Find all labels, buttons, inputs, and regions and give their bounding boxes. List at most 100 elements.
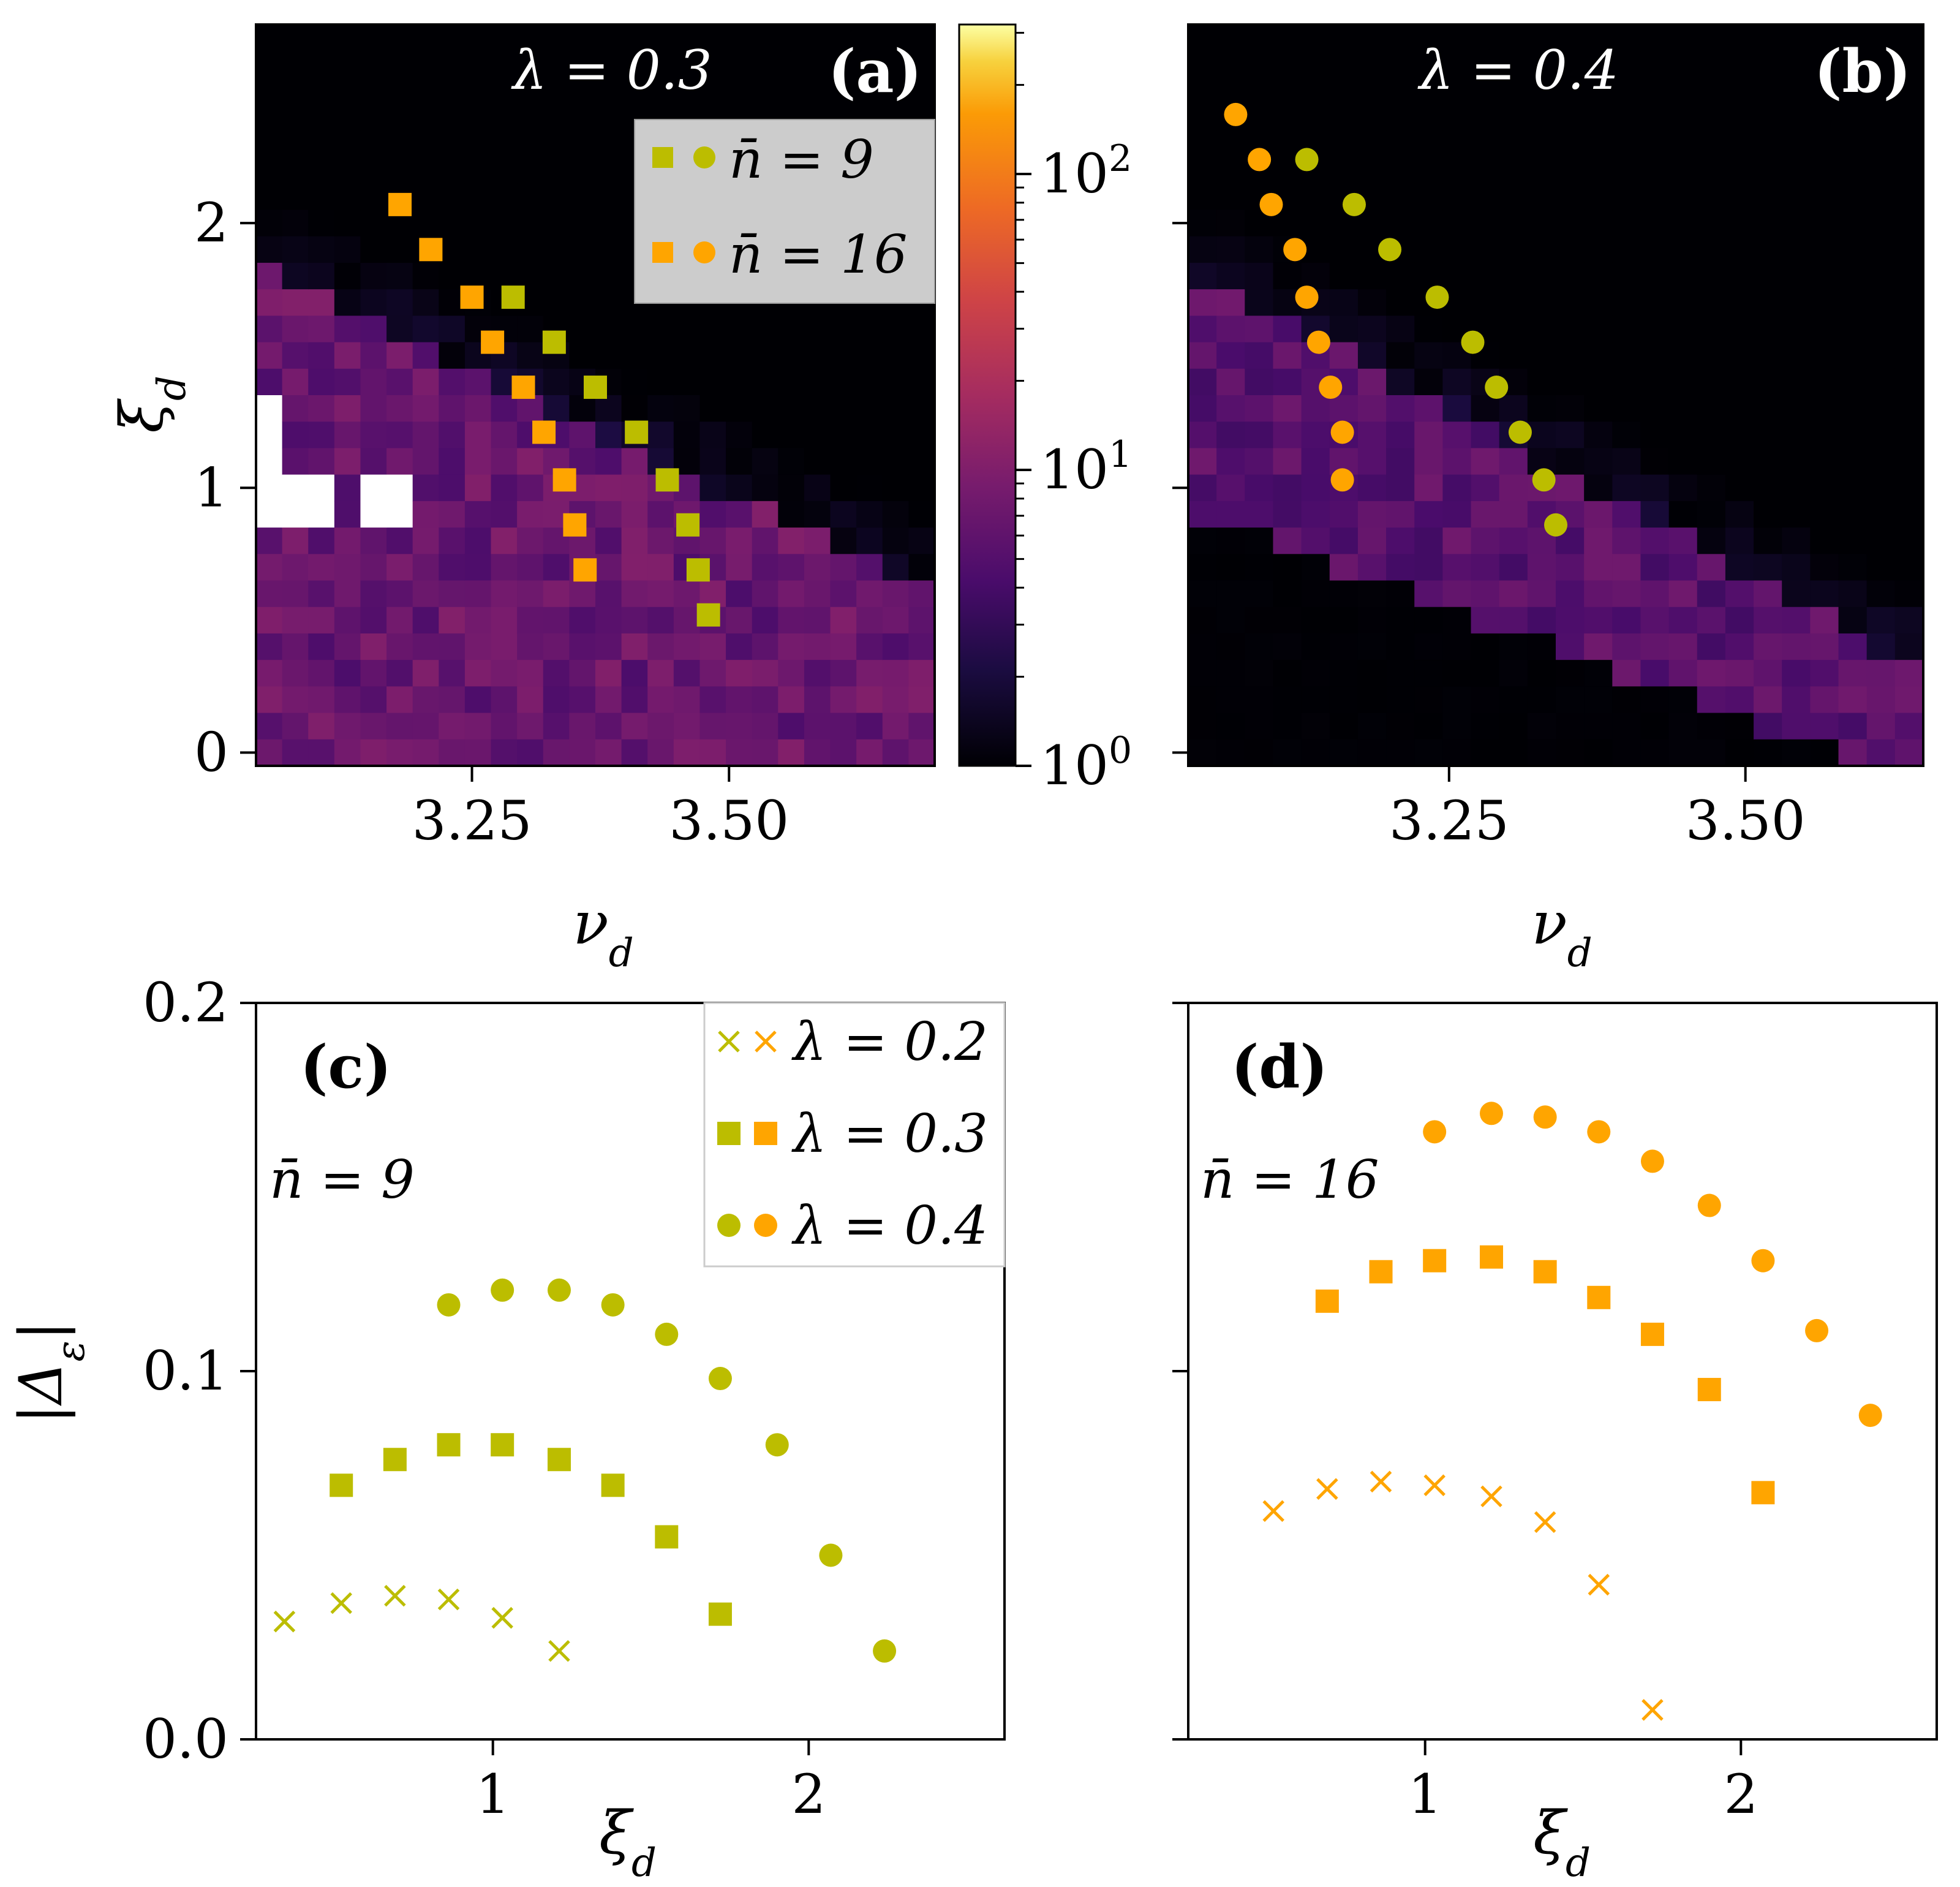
heatmap-cell <box>1866 262 1896 290</box>
heatmap-cell <box>386 130 413 157</box>
heatmap-cell <box>1471 77 1500 105</box>
heatmap-cell <box>1556 633 1585 660</box>
heatmap-cell <box>1471 25 1500 51</box>
heatmap-cell <box>1668 51 1698 78</box>
heatmap-cell <box>1640 713 1670 740</box>
colorbar-tick-label: 100 <box>1040 729 1132 797</box>
heatmap-cell <box>1754 236 1782 263</box>
heatmap-cell <box>439 236 466 263</box>
data-point-x-stroke-2 <box>437 1588 460 1611</box>
heatmap-cell <box>1725 210 1754 237</box>
heatmap-cell <box>804 713 831 740</box>
heatmap-cell <box>1612 422 1642 449</box>
heatmap-cell <box>308 660 335 687</box>
heatmap-cell <box>1838 316 1868 343</box>
data-point-circle <box>1587 1120 1611 1144</box>
heatmap-cell <box>1386 501 1415 528</box>
heatmap-cell <box>1725 130 1754 157</box>
heatmap-cell <box>256 130 283 157</box>
heatmap-cell <box>1584 262 1613 290</box>
heatmap-cell <box>308 289 335 316</box>
heatmap-cell <box>1273 739 1302 766</box>
heatmap-cell <box>1386 289 1415 316</box>
heatmap-cell <box>1471 607 1500 634</box>
heatmap-cell <box>1188 130 1217 157</box>
heatmap-cell <box>282 316 309 343</box>
heatmap-cell <box>569 342 596 369</box>
heatmap-cell <box>1754 686 1782 714</box>
heatmap-cell <box>569 183 596 211</box>
heatmap-cell <box>439 368 466 396</box>
legend-c-marker-orange <box>754 1122 777 1145</box>
heatmap-cell <box>1216 660 1245 687</box>
heatmap-cell <box>308 316 335 343</box>
heatmap-cell <box>595 51 622 78</box>
x-tick-label: 3.25 <box>1389 789 1509 852</box>
heatmap-cell <box>439 51 466 78</box>
heatmap-cell <box>464 236 492 263</box>
heatmap-cell <box>360 51 387 78</box>
heatmap-cell <box>386 368 413 396</box>
heatmap-cell <box>282 51 309 78</box>
heatmap-cell <box>1894 130 1924 157</box>
heatmap-cell <box>1754 422 1782 449</box>
heatmap-cell <box>1754 501 1782 528</box>
data-point-circle <box>1330 420 1354 444</box>
heatmap-cell <box>308 77 335 105</box>
data-point-circle <box>491 1278 514 1302</box>
heatmap-cell <box>308 342 335 369</box>
heatmap-cell <box>1810 51 1839 78</box>
heatmap-cell <box>360 130 387 157</box>
heatmap-cell <box>1866 210 1896 237</box>
heatmap-cell <box>1584 580 1613 608</box>
heatmap-cell <box>1725 183 1754 211</box>
heatmap-cell <box>1612 660 1642 687</box>
heatmap-cell <box>1697 395 1726 422</box>
heatmap-cell <box>491 554 518 581</box>
heatmap-cell <box>1894 633 1924 660</box>
heatmap-cell <box>334 633 361 660</box>
heatmap-cell <box>517 448 544 475</box>
panel-b: λ = 0.4 (b) 3.25 3.50 νd <box>1172 23 1924 976</box>
heatmap-cell <box>699 739 726 766</box>
heatmap-cell <box>308 236 335 263</box>
heatmap-cell <box>1838 210 1868 237</box>
heatmap-cell <box>1725 474 1754 502</box>
heatmap-cell <box>1866 474 1896 502</box>
data-point-x <box>1262 1500 1284 1522</box>
heatmap-cell <box>830 739 857 766</box>
heatmap-cell <box>1216 236 1245 263</box>
heatmap-cell <box>804 342 831 369</box>
heatmap-cell <box>1725 157 1754 184</box>
heatmap-cell <box>412 157 439 184</box>
panel-b-axes: 3.25 3.50 <box>1172 222 1806 852</box>
heatmap-cell <box>1386 157 1415 184</box>
data-point-square <box>1479 1245 1503 1269</box>
heatmap-cell <box>464 77 492 105</box>
heatmap-cell <box>1640 130 1670 157</box>
heatmap-cell <box>1640 554 1670 581</box>
heatmap-cell <box>1810 130 1839 157</box>
heatmap-cell <box>386 554 413 581</box>
heatmap-cell <box>856 686 883 714</box>
heatmap-cell <box>1188 262 1217 290</box>
heatmap-cell <box>621 474 648 502</box>
data-point-circle <box>1423 1120 1447 1144</box>
heatmap-cell <box>830 554 857 581</box>
heatmap-cell <box>334 739 361 766</box>
heatmap-cell <box>673 316 701 343</box>
heatmap-cell <box>1556 262 1585 290</box>
heatmap-cell <box>1527 77 1556 105</box>
heatmap-cell <box>647 633 674 660</box>
heatmap-cell <box>1499 580 1528 608</box>
heatmap-cell <box>908 474 935 502</box>
heatmap-cell <box>1612 210 1642 237</box>
heatmap-cell <box>830 501 857 528</box>
heatmap-cell <box>1697 713 1726 740</box>
heatmap-cell <box>308 395 335 422</box>
heatmap-cell <box>726 554 753 581</box>
heatmap-cell <box>1668 501 1698 528</box>
heatmap-cell <box>1612 104 1642 131</box>
heatmap-cell <box>1640 51 1670 78</box>
heatmap-cell <box>543 713 570 740</box>
